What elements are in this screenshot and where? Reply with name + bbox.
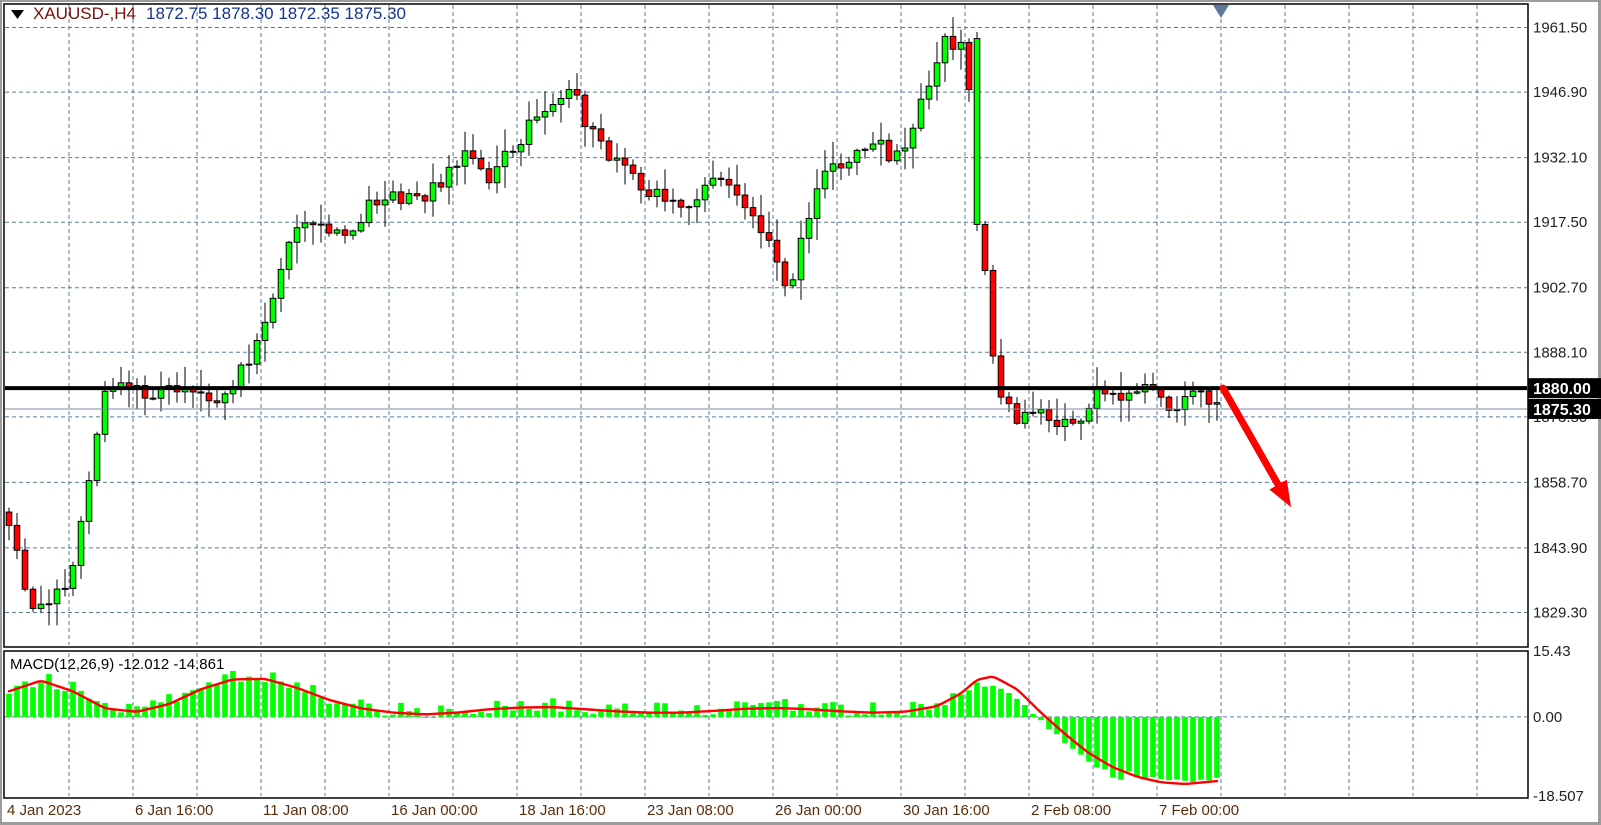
svg-text:1875.30: 1875.30: [1533, 402, 1591, 419]
svg-text:1858.70: 1858.70: [1533, 474, 1587, 491]
svg-text:1902.70: 1902.70: [1533, 280, 1587, 297]
svg-text:1843.90: 1843.90: [1533, 540, 1587, 557]
svg-text:1829.30: 1829.30: [1533, 605, 1587, 622]
svg-text:1880.00: 1880.00: [1533, 381, 1591, 398]
svg-text:1888.10: 1888.10: [1533, 344, 1587, 361]
svg-text:15.43: 15.43: [1533, 643, 1571, 660]
svg-text:1932.10: 1932.10: [1533, 150, 1587, 167]
svg-text:23 Jan 08:00: 23 Jan 08:00: [647, 802, 734, 819]
svg-text:1917.50: 1917.50: [1533, 214, 1587, 231]
svg-text:-18.507: -18.507: [1533, 788, 1584, 805]
svg-text:16 Jan 00:00: 16 Jan 00:00: [391, 802, 478, 819]
svg-text:7 Feb 00:00: 7 Feb 00:00: [1159, 802, 1239, 819]
svg-text:6 Jan 16:00: 6 Jan 16:00: [135, 802, 213, 819]
svg-text:1961.50: 1961.50: [1533, 20, 1587, 37]
svg-text:XAUUSD-,H4: XAUUSD-,H4: [33, 4, 136, 23]
svg-text:2 Feb 08:00: 2 Feb 08:00: [1031, 802, 1111, 819]
svg-text:MACD(12,26,9) -12.012 -14.861: MACD(12,26,9) -12.012 -14.861: [10, 656, 224, 673]
svg-text:4 Jan 2023: 4 Jan 2023: [7, 802, 81, 819]
svg-text:1946.90: 1946.90: [1533, 84, 1587, 101]
svg-text:30 Jan 16:00: 30 Jan 16:00: [903, 802, 990, 819]
svg-text:0.00: 0.00: [1533, 709, 1562, 726]
svg-text:26 Jan 00:00: 26 Jan 00:00: [775, 802, 862, 819]
svg-text:1872.75 1878.30 1872.35 1875.3: 1872.75 1878.30 1872.35 1875.30: [146, 4, 406, 23]
svg-text:18 Jan 16:00: 18 Jan 16:00: [519, 802, 606, 819]
svg-text:11 Jan 08:00: 11 Jan 08:00: [263, 802, 349, 819]
